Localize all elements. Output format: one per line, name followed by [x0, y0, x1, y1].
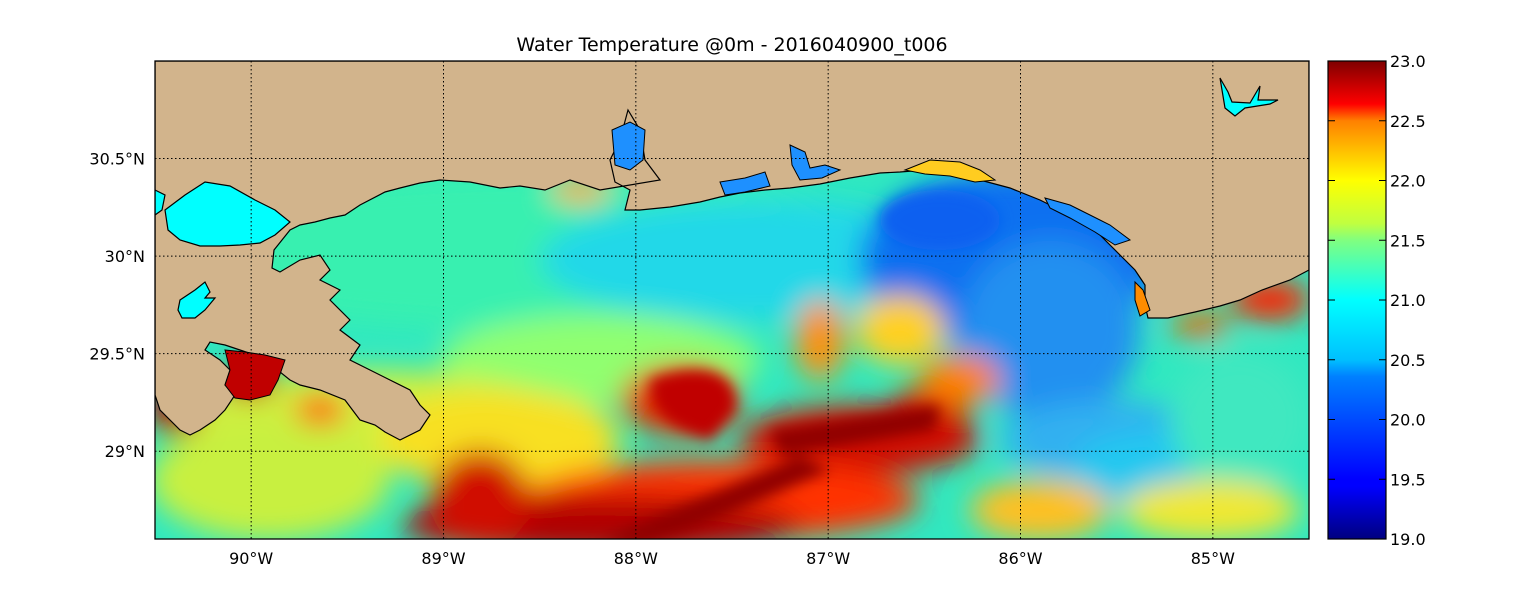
colorbar-tick-label: 20.5	[1390, 351, 1426, 370]
lat-tick-label: 30.5°N	[89, 150, 145, 169]
colorbar-tick-label: 19.5	[1390, 470, 1426, 489]
lat-tick-label: 30°N	[105, 247, 145, 266]
colorbar-tick-label: 20.0	[1390, 411, 1426, 430]
lat-tick-label: 29°N	[105, 442, 145, 461]
colorbar-tick-label: 23.0	[1390, 52, 1426, 71]
colorbar-tick-label: 21.0	[1390, 291, 1426, 310]
lon-tick-label: 85°W	[1191, 549, 1235, 568]
lon-tick-label: 86°W	[998, 549, 1042, 568]
lon-tick-label: 89°W	[421, 549, 465, 568]
latitude-labels: 30.5°N 30°N 29.5°N 29°N	[89, 150, 145, 462]
lon-tick-label: 87°W	[806, 549, 850, 568]
lat-tick-label: 29.5°N	[89, 345, 145, 364]
colorbar	[1327, 60, 1387, 540]
colorbar-tick-label: 21.5	[1390, 231, 1426, 250]
longitude-labels: 90°W 89°W 88°W 87°W 86°W 85°W	[229, 549, 1235, 568]
graticule	[155, 61, 1309, 539]
colorbar-tick-label: 22.0	[1390, 172, 1426, 191]
colorbar-ticks: 19.0 19.5 20.0 20.5 21.0 21.5 22.0 22.5 23.0	[1328, 52, 1426, 549]
lon-tick-label: 90°W	[229, 549, 273, 568]
chart-title: Water Temperature @0m - 2016040900_t006	[516, 34, 948, 56]
land-area	[155, 61, 1309, 441]
lon-tick-label: 88°W	[614, 549, 658, 568]
colorbar-tick-label: 19.0	[1390, 530, 1426, 549]
plot-frame	[154, 60, 1310, 540]
colorbar-tick-label: 22.5	[1390, 112, 1426, 131]
